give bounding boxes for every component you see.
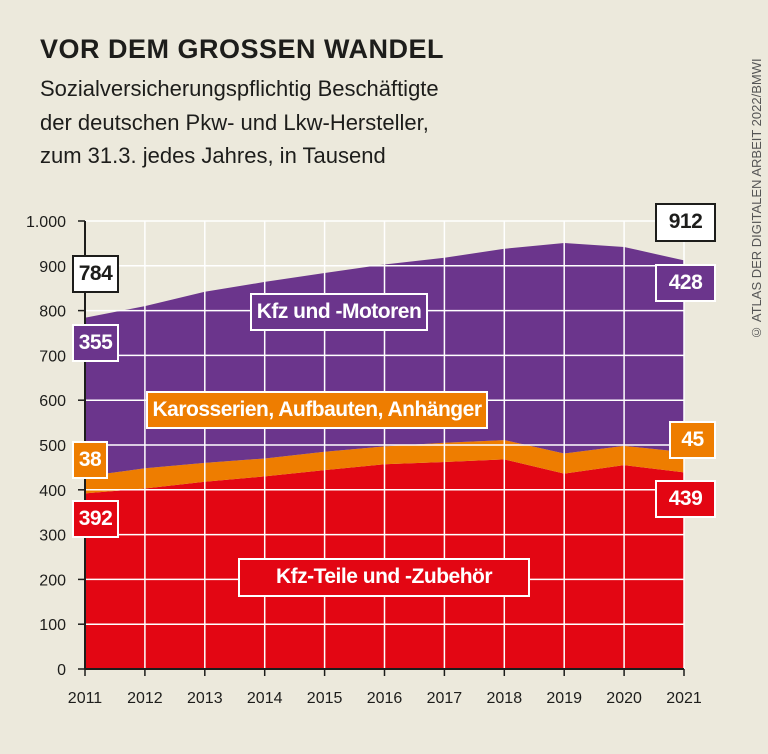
label-total-2011: 784: [72, 255, 119, 293]
label-red-2021: 439: [655, 480, 716, 518]
label-purple-2021: 428: [655, 264, 716, 302]
x-tick-label: 2018: [487, 690, 523, 707]
label-purple-2011: 355: [72, 324, 119, 362]
y-tick-label: 800: [39, 304, 66, 321]
series-label-karosserien: Karosserien, Aufbauten, Anhänger: [146, 391, 488, 429]
y-tick-label: 300: [39, 528, 66, 545]
y-tick-label: 600: [39, 393, 66, 410]
label-orange-2011: 38: [72, 441, 108, 479]
x-tick-label: 2019: [546, 690, 582, 707]
x-tick-label: 2011: [68, 690, 103, 707]
label-orange-2021: 45: [669, 421, 716, 459]
label-red-2011: 392: [72, 500, 119, 538]
subtitle-line-3: zum 31.3. jedes Jahres, in Tausend: [40, 143, 386, 168]
x-tick-label: 2020: [606, 690, 642, 707]
area-2: [85, 440, 684, 494]
y-tick-label: 0: [57, 662, 66, 679]
y-tick-label: 100: [39, 617, 66, 634]
x-tick-label: 2015: [307, 690, 343, 707]
x-tick-label: 2016: [367, 690, 403, 707]
label-total-2021: 912: [655, 203, 716, 242]
x-tick-label: 2014: [247, 690, 283, 707]
x-tick-label: 2012: [127, 690, 163, 707]
y-tick-label: 400: [39, 483, 66, 500]
series-label-motoren: Kfz und -Motoren: [250, 293, 428, 331]
y-tick-label: 900: [39, 259, 66, 276]
y-tick-label: 700: [39, 348, 66, 365]
x-tick-label: 2017: [427, 690, 463, 707]
y-tick-label: 200: [39, 572, 66, 589]
chart-title: VOR DEM GROSSEN WANDEL: [40, 34, 445, 64]
subtitle-line-1: Sozialversicherungspflichtig Beschäftigt…: [40, 76, 439, 101]
x-tick-label: 2013: [187, 690, 223, 707]
subtitle-line-2: der deutschen Pkw- und Lkw-Hersteller,: [40, 110, 429, 135]
series-label-teile: Kfz-Teile und -Zubehör: [238, 558, 530, 597]
y-tick-label: 1.000: [26, 214, 66, 231]
y-tick-label: 500: [39, 438, 66, 455]
x-tick-label: 2021: [666, 690, 702, 707]
